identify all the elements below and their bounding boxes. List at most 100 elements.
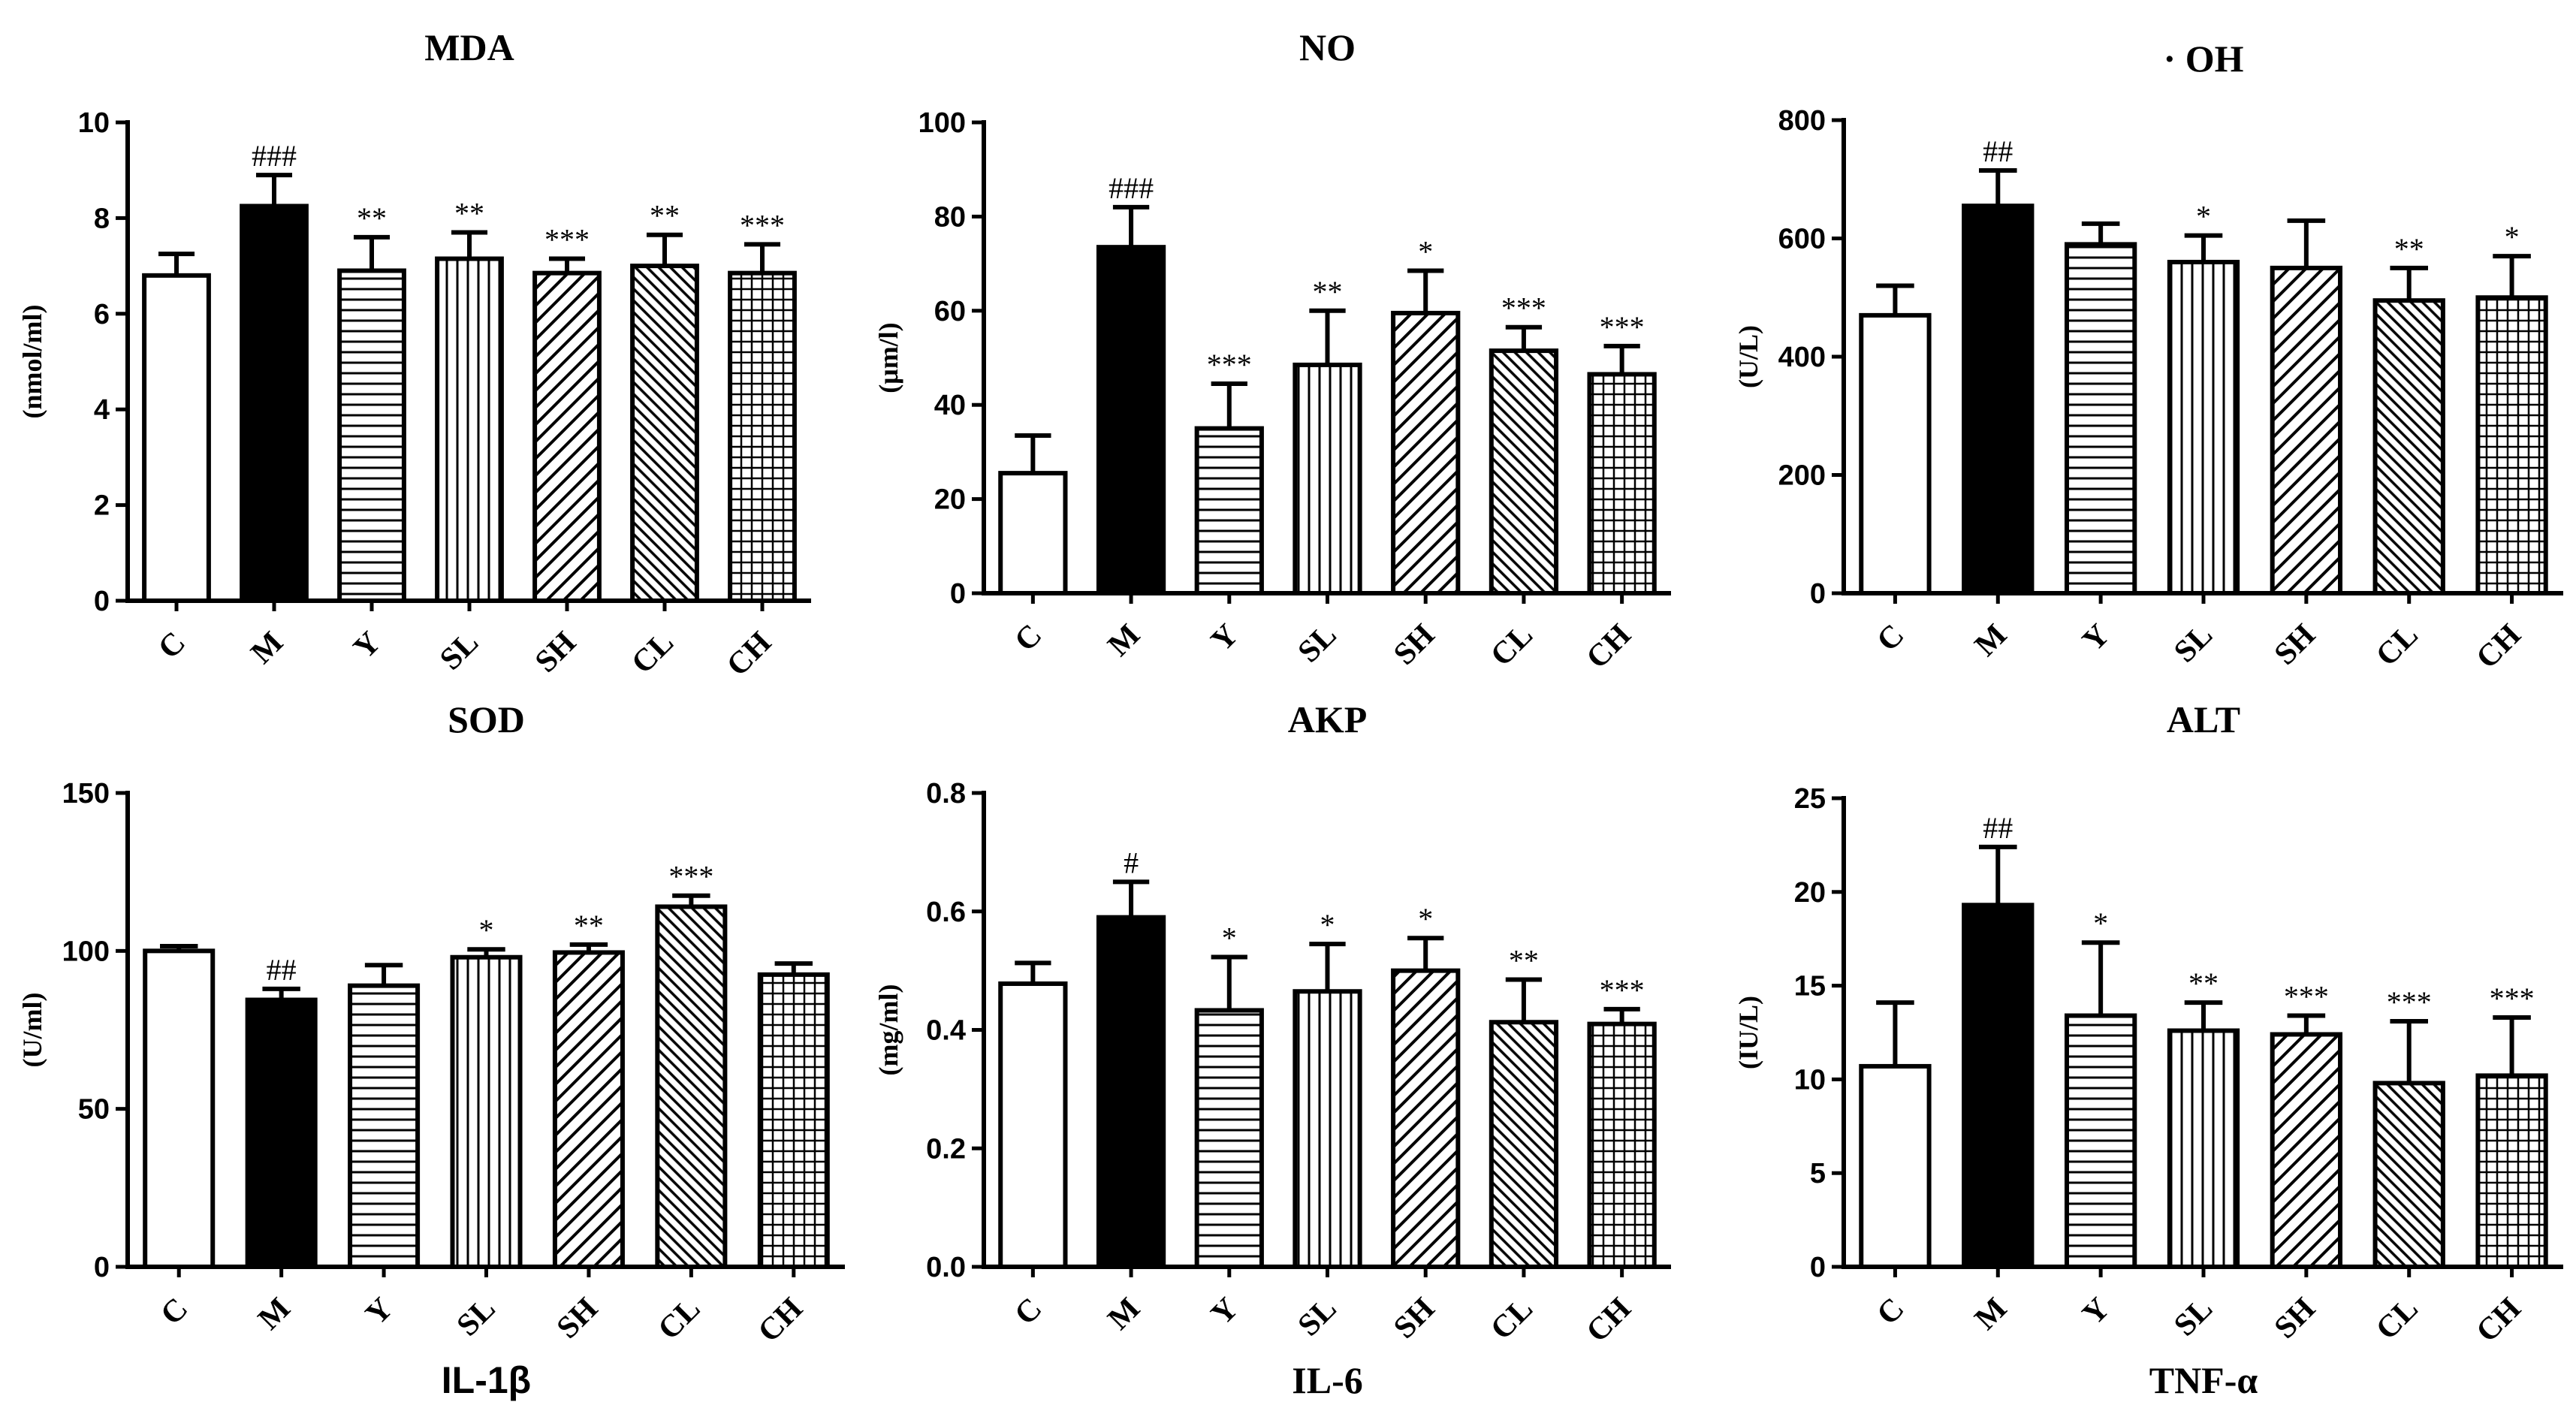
x-tick-label: CL <box>1484 1292 1540 1347</box>
x-tick-label: CL <box>1484 618 1540 674</box>
bar-SL <box>2167 1028 2240 1270</box>
significance-label: ## <box>1983 134 2013 168</box>
y-tick-label: 0 <box>94 586 110 617</box>
significance-label: ** <box>454 197 484 231</box>
y-tick-label: 6 <box>94 299 110 330</box>
x-tick-label: CL <box>2369 618 2425 674</box>
bar-CL <box>2372 1081 2445 1269</box>
significance-label: ** <box>1313 275 1343 309</box>
x-tick-label: SL <box>451 1292 502 1343</box>
y-tick-label: 5 <box>1810 1158 1826 1189</box>
significance-label: ** <box>2394 232 2424 266</box>
significance-label: *** <box>1207 348 1252 381</box>
bar-M <box>1096 245 1166 595</box>
x-tick-label: SH <box>2268 1292 2322 1346</box>
x-tick-label: CH <box>720 626 778 683</box>
bar-SL <box>450 954 523 1270</box>
bar-CH <box>757 972 830 1269</box>
bar-Y <box>348 983 421 1270</box>
y-tick-label: 0.4 <box>926 1015 966 1047</box>
x-tick-label: CH <box>1580 1292 1638 1349</box>
bar-M <box>1096 915 1166 1269</box>
bar-Y <box>1194 1008 1264 1269</box>
chart-title: MDA <box>424 26 514 68</box>
bar-M <box>1962 204 2035 595</box>
significance-label: *** <box>2284 980 2329 1014</box>
significance-label: ** <box>357 201 387 235</box>
y-tick-label: 50 <box>78 1094 110 1126</box>
bar-M <box>245 997 318 1269</box>
x-tick-label: CH <box>752 1292 810 1349</box>
x-tick-label: Y <box>1205 618 1245 659</box>
y-tick-label: 400 <box>1778 342 1826 373</box>
bar-Y <box>1194 426 1264 595</box>
y-tick-label: 200 <box>1778 460 1826 492</box>
y-tick-label: 0 <box>1810 578 1826 610</box>
x-tick-label: CH <box>2470 618 2528 676</box>
y-tick-label: 150 <box>62 778 110 809</box>
x-tick-label: C <box>152 626 192 666</box>
significance-label: * <box>2196 200 2211 234</box>
x-tick-label: SL <box>1292 618 1344 670</box>
significance-label: ### <box>1109 171 1154 205</box>
y-tick-label: 800 <box>1778 105 1826 137</box>
bar-CH <box>1587 372 1657 595</box>
chart-title: SOD <box>448 698 525 740</box>
chart-panel-5: ALT (IU/L) C ## M * Y ** SL *** SH *** CL *** CH 0 5 10 15… <box>1733 698 2563 1401</box>
x-tick-label: M <box>1102 618 1148 664</box>
x-tick-label: C <box>1008 618 1048 659</box>
y-tick-label: 0.2 <box>926 1133 966 1165</box>
significance-label: *** <box>1501 291 1546 325</box>
y-tick-label: 0 <box>1810 1252 1826 1283</box>
y-tick-label: 60 <box>934 296 966 327</box>
y-axis-label: (mg/ml) <box>873 984 903 1076</box>
y-tick-label: 0 <box>950 578 966 610</box>
significance-label: *** <box>1600 973 1645 1007</box>
bar-Y <box>2064 1013 2137 1269</box>
significance-label: * <box>2505 220 2520 254</box>
bar-C <box>998 471 1068 595</box>
y-axis-label: (nmol/ml) <box>17 305 47 419</box>
y-tick-label: 25 <box>1794 783 1826 815</box>
bar-CL <box>1489 1020 1559 1269</box>
x-tick-label: SH <box>550 1292 605 1346</box>
y-tick-label: 10 <box>1794 1064 1826 1096</box>
significance-label: ** <box>2188 966 2219 1000</box>
bar-M <box>1962 903 2035 1269</box>
significance-label: * <box>1320 908 1335 942</box>
x-tick-label: Y <box>2076 1292 2116 1332</box>
y-tick-label: 0 <box>94 1252 110 1283</box>
y-tick-label: 15 <box>1794 971 1826 1002</box>
y-tick-label: 4 <box>94 394 110 426</box>
bar-C <box>998 981 1068 1270</box>
significance-label: *** <box>740 208 785 242</box>
chart-panel-1: NO (μm/l) C ### M *** Y ** SL * SH *** CL *** CH 0 20 40 6… <box>873 26 1671 676</box>
y-tick-label: 20 <box>1794 877 1826 909</box>
x-tick-label: SL <box>2167 618 2219 670</box>
bar-SH <box>2270 265 2343 595</box>
significance-label: ** <box>1509 943 1539 977</box>
bar-SL <box>1293 362 1362 595</box>
bar-Y <box>337 268 406 603</box>
panel-footer-label: IL-6 <box>1292 1359 1362 1401</box>
x-tick-label: M <box>1968 1292 2014 1337</box>
bar-C <box>1859 1063 1932 1269</box>
bar-CH <box>2475 1073 2548 1269</box>
significance-label: ### <box>252 139 297 173</box>
y-tick-label: 40 <box>934 390 966 421</box>
bar-C <box>142 273 211 603</box>
x-tick-label: Y <box>359 1292 400 1332</box>
y-tick-label: 10 <box>78 107 110 139</box>
x-tick-label: C <box>1871 1292 1911 1332</box>
x-tick-label: SH <box>1387 1292 1441 1346</box>
significance-label: * <box>479 913 494 947</box>
y-tick-label: 100 <box>62 936 110 967</box>
x-tick-label: Y <box>2076 618 2116 659</box>
significance-label: ** <box>574 909 604 942</box>
x-tick-label: C <box>1008 1292 1048 1332</box>
x-tick-label: M <box>1968 618 2014 664</box>
y-tick-label: 0.6 <box>926 897 966 928</box>
bar-SL <box>435 256 504 603</box>
x-tick-label: SL <box>2167 1292 2219 1343</box>
y-tick-label: 80 <box>934 201 966 233</box>
